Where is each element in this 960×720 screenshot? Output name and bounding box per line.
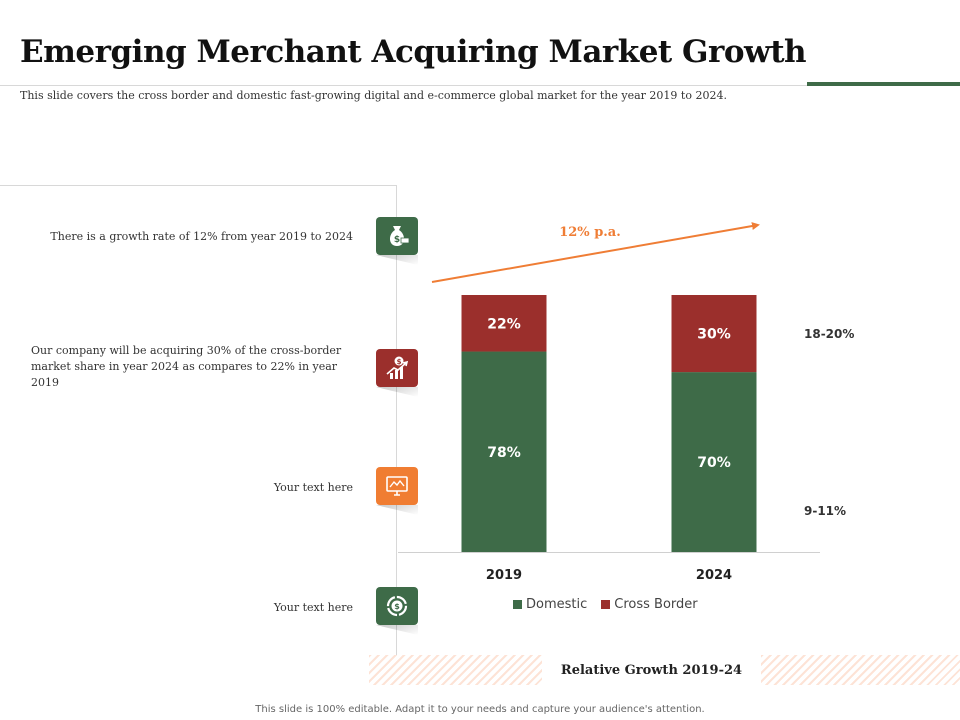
- point-3-text: Your text here: [273, 481, 353, 494]
- panel-top-border: [0, 185, 397, 186]
- chart-legend: Domestic Cross Border: [513, 597, 698, 612]
- data-label-2024-domestic: 70%: [697, 455, 731, 471]
- domestic-range-label: 9-11%: [804, 504, 847, 518]
- data-label-2019-domestic: 78%: [487, 445, 521, 461]
- money-bag-icon: $: [389, 226, 410, 246]
- title-accent-bar: [807, 82, 960, 86]
- svg-text:$: $: [397, 358, 402, 366]
- legend-item-cross-border: Cross Border: [601, 597, 698, 612]
- panel-right-border: [396, 185, 397, 655]
- footnote: This slide is 100% editable. Adapt it to…: [255, 704, 705, 715]
- x-tick-label-2019: 2019: [486, 568, 522, 583]
- point-1-text: There is a growth rate of 12% from year …: [50, 230, 353, 243]
- point-4-icon-tile: $: [376, 587, 418, 625]
- growth-annotation: 12% p.a.: [559, 225, 621, 240]
- svg-text:$: $: [394, 235, 400, 245]
- x-tick-label-2024: 2024: [696, 568, 732, 583]
- point-3-icon-shadow: [376, 505, 418, 515]
- legend-label-cross-border: Cross Border: [614, 597, 698, 612]
- bar-2024-cross-border: [671, 295, 757, 373]
- point-2-icon-shadow: [376, 387, 418, 397]
- point-1-icon-tile: $: [376, 217, 418, 255]
- title-divider: [0, 85, 960, 86]
- legend-item-domestic: Domestic: [513, 597, 587, 612]
- footer-hatch-right: [761, 655, 960, 685]
- growth-chart-icon: $: [386, 356, 409, 379]
- data-label-2024-cross-border: 30%: [697, 327, 731, 343]
- point-2-icon-tile: $: [376, 349, 418, 387]
- growth-arrow: [431, 222, 760, 283]
- page-title: Emerging Merchant Acquiring Market Growt…: [20, 34, 807, 70]
- bar-2019-domestic: [461, 351, 547, 552]
- svg-text:$: $: [394, 602, 400, 611]
- point-1-icon-shadow: [376, 255, 418, 265]
- dollar-cycle-icon: $: [386, 595, 408, 617]
- legend-swatch-domestic: [513, 600, 522, 609]
- bar-2019-cross-border: [461, 295, 547, 352]
- point-4-icon-shadow: [376, 625, 418, 635]
- point-3-icon-tile: [376, 467, 418, 505]
- point-4-text: Your text here: [273, 601, 353, 614]
- monitor-chart-icon: [386, 476, 408, 496]
- relative-growth-label: Relative Growth 2019-24: [560, 662, 743, 678]
- bar-2024-domestic: [671, 372, 757, 552]
- legend-swatch-cross-border: [601, 600, 611, 609]
- legend-label-domestic: Domestic: [526, 597, 588, 612]
- page-subtitle: This slide covers the cross border and d…: [20, 89, 727, 102]
- footer-hatch-left: [369, 655, 542, 685]
- point-2-text: Our company will be acquiring 30% of the…: [31, 344, 342, 389]
- data-label-2019-cross-border: 22%: [487, 316, 521, 332]
- cross-border-range-label: 18-20%: [804, 327, 855, 341]
